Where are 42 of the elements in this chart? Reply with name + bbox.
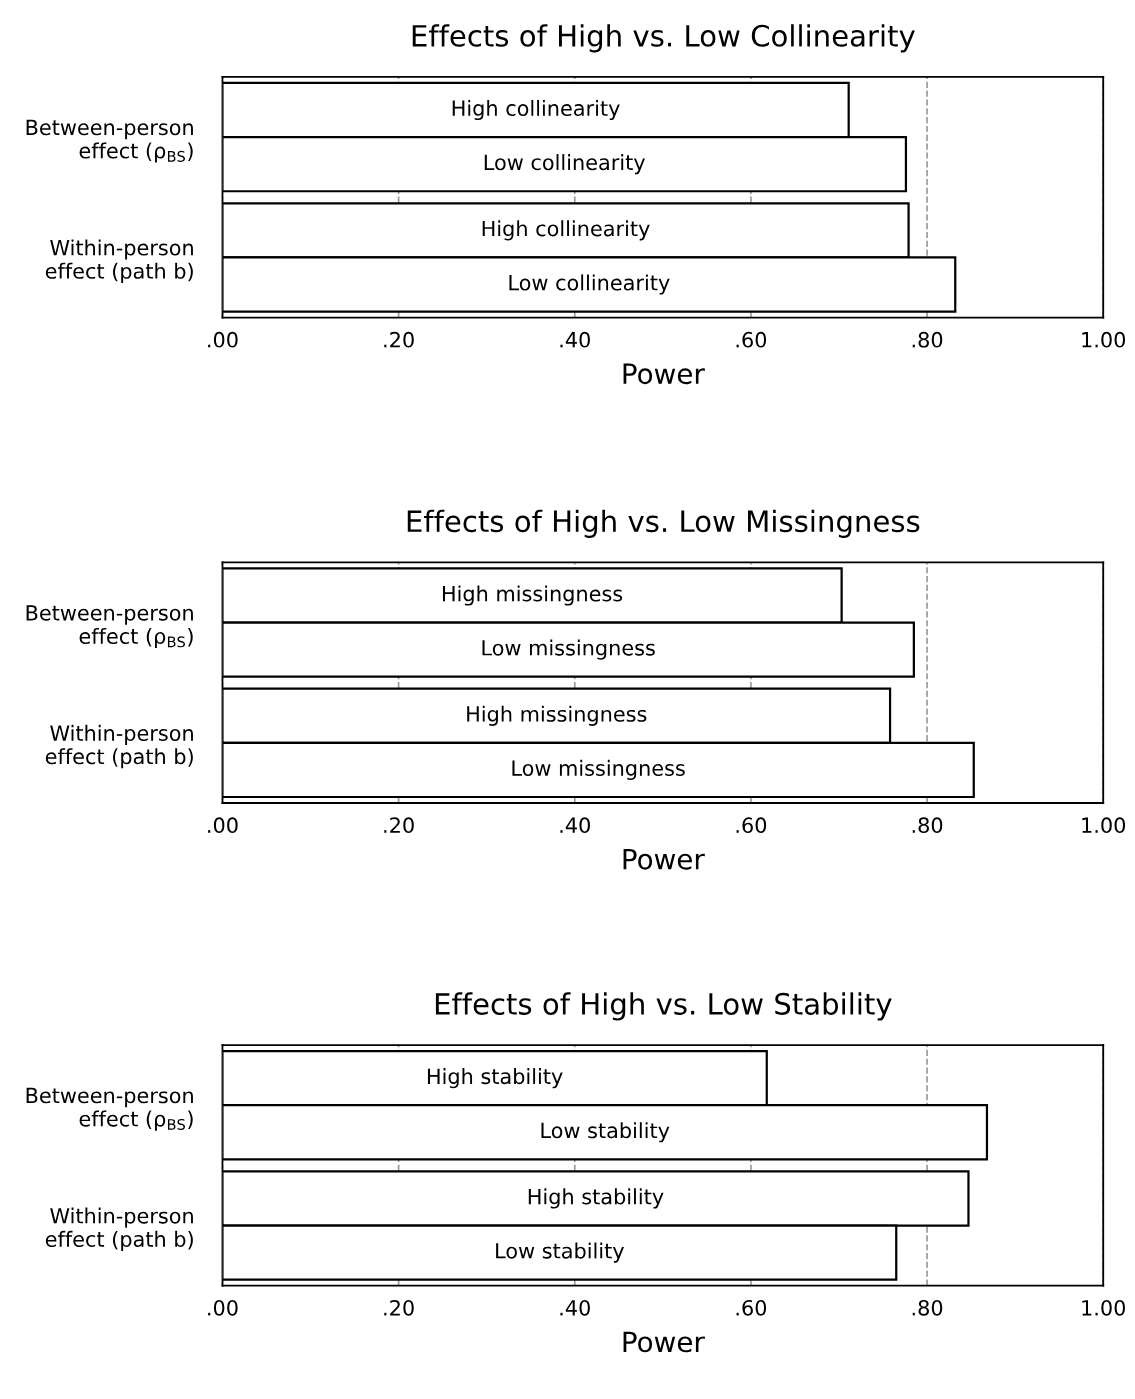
chart-title: Effects of High vs. Low Stability — [435, 992, 892, 1021]
x-tick-label: .00 — [208, 1299, 238, 1316]
x-tick-label: .40 — [560, 331, 590, 348]
x-tick-label: .60 — [736, 1299, 767, 1316]
x-tick-label: .80 — [912, 331, 943, 348]
text: Low missingness — [512, 759, 685, 781]
x-tick-label: .40 — [560, 1299, 590, 1316]
y-tick-label: Between-person effect (ρ$_{BS}$) — [26, 1087, 193, 1131]
x-tick-label: 1.00 — [1082, 1299, 1126, 1316]
x-tick-label: .60 — [736, 331, 767, 348]
chart-title: Effects of High vs. Low Collinearity — [412, 24, 915, 53]
series-label: High collinearity — [482, 220, 650, 241]
x-tick-label: .20 — [384, 1299, 414, 1316]
x-tick-label: .60 — [736, 817, 767, 834]
y-tick-label: Between-person effect (ρ$_{BS}$) — [26, 119, 193, 163]
x-axis-title: Power — [623, 363, 705, 385]
series-label: Low collinearity — [484, 154, 645, 175]
x-tick-label: .80 — [912, 1299, 943, 1316]
series-label: High stability — [528, 1188, 664, 1209]
y-tick-label: Within-person effect (path b) — [45, 724, 193, 769]
text: High stability — [427, 1068, 563, 1089]
x-axis-title: Power — [623, 849, 705, 870]
x-tick-label: .00 — [208, 331, 238, 348]
chart-title: Effects of High vs. Low Missingness — [407, 509, 920, 538]
x-tick-label: .00 — [208, 817, 238, 834]
text: Low collinearity — [509, 274, 670, 295]
x-axis-title: Power — [623, 1331, 705, 1353]
series-label: Low stability — [541, 1122, 670, 1143]
x-tick-label: .20 — [384, 817, 414, 834]
series-label: Low missingness — [482, 639, 655, 660]
text: High missingness — [467, 705, 647, 726]
series-label: High missingness — [442, 585, 623, 606]
text: High collinearity — [452, 99, 620, 121]
x-tick-label: 1.00 — [1082, 817, 1126, 834]
x-tick-label: .20 — [384, 331, 414, 348]
y-tick-label: Within-person effect (path b) — [45, 239, 193, 283]
x-tick-label: .80 — [912, 817, 943, 834]
y-tick-label: Within-person effect (path b) — [45, 1207, 193, 1252]
x-tick-label: .40 — [560, 817, 590, 834]
y-tick-label: Between-person effect (ρ$_{BS}$) — [26, 605, 193, 649]
text: Low stability — [496, 1242, 624, 1263]
x-tick-label: 1.00 — [1082, 331, 1126, 348]
